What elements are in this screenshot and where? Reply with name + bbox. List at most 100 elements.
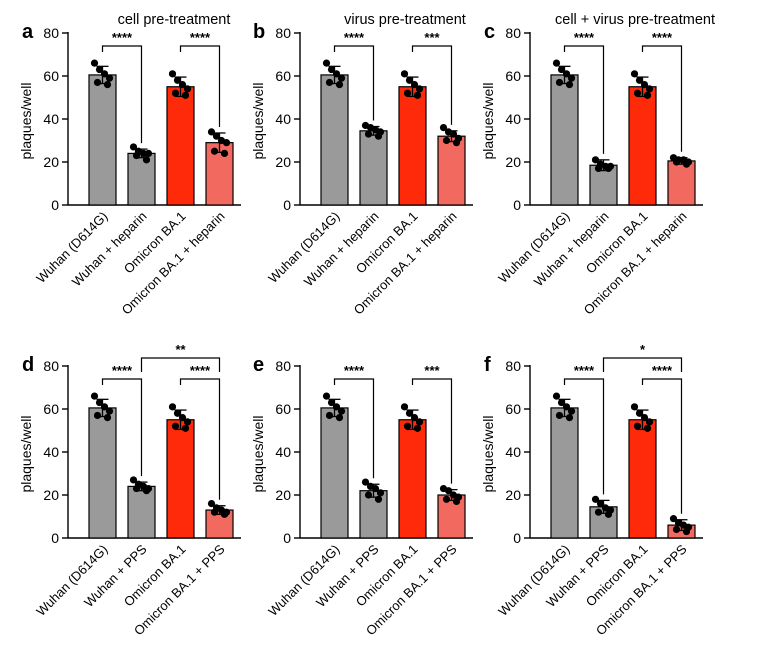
data-point (142, 156, 151, 164)
data-point (635, 409, 644, 417)
data-point (594, 508, 603, 516)
data-point (682, 160, 691, 168)
data-point (565, 81, 574, 89)
data-point (552, 59, 561, 67)
y-axis-label: plaques/well (250, 415, 266, 492)
data-point (672, 158, 681, 166)
data-point (139, 149, 148, 157)
data-point (630, 403, 639, 411)
y-tick-label: 80 (505, 25, 521, 41)
significance-label: **** (574, 30, 595, 45)
data-point (413, 424, 422, 432)
data-point (669, 515, 678, 523)
y-tick-label: 80 (43, 358, 59, 374)
data-point (129, 476, 138, 484)
bar (589, 164, 618, 206)
significance-label: *** (424, 363, 440, 378)
bar (88, 74, 117, 206)
significance-label: **** (190, 363, 211, 378)
data-point (640, 414, 649, 422)
y-tick-label: 20 (275, 487, 291, 503)
y-axis-label: plaques/well (18, 415, 34, 492)
panel-c: c cell + virus pre-treatment 0 20 40 60 80 plaq… (480, 12, 715, 317)
data-point (335, 414, 344, 422)
bar (127, 152, 156, 206)
data-point (95, 398, 104, 407)
data-point (322, 59, 331, 67)
data-point (643, 424, 652, 432)
data-point (337, 407, 346, 415)
data-point (630, 70, 639, 78)
data-point (452, 139, 461, 147)
data-point (142, 487, 151, 495)
data-point (132, 151, 141, 160)
data-point (596, 500, 605, 508)
panel-letter: a (22, 21, 34, 43)
bar (205, 142, 234, 206)
significance-bracket (333, 45, 375, 121)
y-tick-label: 60 (505, 68, 521, 84)
significance-bracket (602, 357, 683, 372)
data-point (410, 414, 419, 422)
data-point (645, 418, 654, 426)
data-point (93, 411, 102, 420)
y-axis-label: plaques/well (480, 82, 496, 159)
data-point (364, 130, 373, 138)
bar (628, 86, 657, 206)
significance-label: **** (112, 30, 133, 45)
significance-bracket (563, 378, 605, 495)
data-point (565, 414, 574, 422)
data-point (400, 403, 409, 411)
data-point (415, 85, 424, 93)
data-point (210, 147, 219, 155)
y-tick-label: 40 (275, 444, 291, 460)
data-point (325, 78, 334, 87)
bar (398, 419, 427, 539)
panel-letter: b (253, 21, 265, 43)
data-point (168, 70, 177, 78)
panel-b: b virus pre-treatment 0 20 40 60 80 plaques/wel… (250, 12, 473, 317)
y-axis-label: plaques/well (18, 82, 34, 159)
data-point (552, 392, 561, 400)
y-tick-label: 80 (43, 25, 59, 41)
data-point (371, 484, 380, 493)
bar (127, 485, 156, 539)
bar (320, 407, 349, 539)
panel-letter: c (484, 21, 495, 43)
data-point (220, 510, 229, 518)
data-point (132, 484, 141, 493)
y-tick-label: 0 (283, 530, 291, 546)
bar (550, 407, 579, 539)
y-tick-label: 0 (513, 197, 521, 213)
significance-label: **** (652, 30, 673, 45)
y-tick-label: 0 (283, 197, 291, 213)
bar (320, 74, 349, 206)
data-point (332, 403, 341, 411)
data-point (105, 74, 114, 82)
bar (628, 419, 657, 539)
data-point (171, 422, 180, 430)
data-point (439, 124, 448, 132)
y-axis-label: plaques/well (480, 415, 496, 492)
significance-bracket (333, 378, 375, 479)
bar (359, 490, 388, 539)
data-point (171, 89, 180, 97)
significance-label: **** (344, 363, 365, 378)
data-point (207, 500, 216, 508)
significance-bracket (641, 45, 683, 152)
y-tick-label: 20 (43, 487, 59, 503)
significance-bracket (140, 357, 221, 372)
y-tick-label: 0 (51, 197, 59, 213)
y-tick-label: 20 (505, 154, 521, 170)
significance-bracket (101, 378, 143, 477)
data-point (555, 411, 564, 420)
data-point (144, 149, 153, 157)
data-point (452, 497, 461, 506)
panel-letter: f (484, 354, 491, 376)
data-point (210, 508, 219, 516)
data-point (604, 164, 613, 173)
data-point (90, 59, 99, 67)
